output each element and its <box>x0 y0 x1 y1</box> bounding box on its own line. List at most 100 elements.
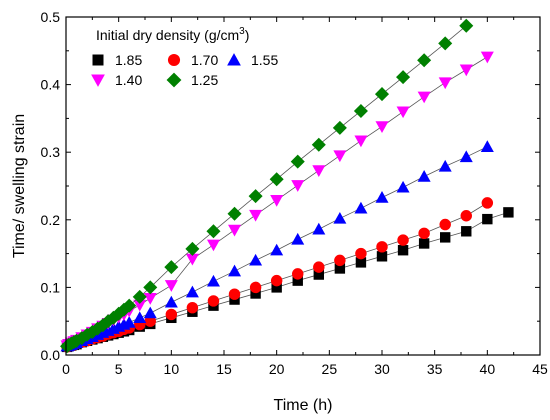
data-point-1.25 <box>353 103 368 118</box>
legend-entry-1.55: 1.55 <box>227 52 278 68</box>
data-point-1.40 <box>333 150 347 163</box>
data-point-1.85 <box>418 238 430 249</box>
y-tick-label: 0.0 <box>41 347 61 363</box>
data-point-1.55 <box>438 159 452 172</box>
data-point-1.25 <box>417 53 432 68</box>
data-point-1.40 <box>396 106 410 119</box>
legend-title-end: ) <box>245 27 250 43</box>
data-point-1.70 <box>481 197 494 209</box>
y-tick-label: 0.3 <box>41 144 61 160</box>
x-tick-label: 35 <box>427 361 443 377</box>
data-point-1.25 <box>206 224 221 239</box>
data-point-1.70 <box>439 218 451 231</box>
data-point-1.40 <box>270 194 284 207</box>
data-point-1.85 <box>440 232 451 243</box>
data-point-1.40 <box>312 165 326 177</box>
data-point-1.40 <box>459 64 473 77</box>
series-1.25 <box>60 18 474 354</box>
legend-marker-1.40 <box>91 74 105 87</box>
data-point-1.25 <box>459 18 474 33</box>
y-tick-label: 0.4 <box>41 77 61 93</box>
data-point-1.70 <box>334 254 346 267</box>
legend-title-superscript: 3 <box>239 26 245 37</box>
data-point-1.55 <box>291 232 305 245</box>
x-tick-label: 30 <box>374 361 390 377</box>
data-point-1.55 <box>143 306 157 319</box>
data-point-1.85 <box>313 269 324 280</box>
data-point-1.40 <box>164 280 178 292</box>
data-point-1.85 <box>397 245 409 256</box>
x-tick-label: 40 <box>480 361 496 377</box>
data-point-1.70 <box>460 210 472 222</box>
y-tick-label: 0.2 <box>41 212 61 228</box>
legend-entry-1.70: 1.70 <box>167 52 218 68</box>
y-tick-label: 0.5 <box>41 9 61 25</box>
data-point-1.70 <box>207 295 220 307</box>
data-point-1.55 <box>164 295 178 308</box>
data-point-1.25 <box>143 280 158 295</box>
legend: Initial dry density (g/cm3) 1.85 1.70 1.55… <box>91 26 278 88</box>
data-point-1.25 <box>438 36 453 51</box>
data-point-1.40 <box>375 121 389 134</box>
legend-label-1.85: 1.85 <box>115 52 142 68</box>
data-point-1.40 <box>417 91 431 104</box>
data-point-1.55 <box>459 150 473 163</box>
data-point-1.55 <box>375 190 389 203</box>
data-point-1.55 <box>333 211 347 224</box>
y-axis-title: Time/ swelling strain <box>11 114 28 258</box>
data-point-1.25 <box>332 120 347 135</box>
legend-title-main: Initial dry density (g/cm <box>96 27 239 43</box>
data-point-1.85 <box>292 275 303 286</box>
data-point-1.70 <box>355 247 367 260</box>
legend-label-1.40: 1.40 <box>115 72 142 88</box>
data-point-1.85 <box>355 257 367 268</box>
legend-marker-1.85 <box>92 54 104 66</box>
data-point-1.55 <box>228 264 242 277</box>
data-point-1.85 <box>376 251 388 262</box>
data-point-1.40 <box>228 224 242 237</box>
x-tick-label: 25 <box>322 361 338 377</box>
legend-label-1.25: 1.25 <box>191 72 218 88</box>
axis-ticks: 0 5 10 15 20 25 30 35 40 45 0.0 0.1 0.2 0.3 0.4 0.5 <box>41 9 548 377</box>
data-point-1.70 <box>165 308 178 321</box>
data-point-1.25 <box>248 189 263 204</box>
data-point-1.25 <box>132 289 147 304</box>
data-point-1.70 <box>313 261 325 273</box>
legend-marker-1.70 <box>167 53 181 67</box>
data-point-1.70 <box>292 268 304 280</box>
data-point-1.55 <box>312 222 326 235</box>
data-point-1.40 <box>249 209 263 222</box>
data-point-1.40 <box>206 239 220 252</box>
data-point-1.40 <box>438 77 452 90</box>
data-point-1.25 <box>122 298 137 313</box>
x-tick-label: 0 <box>62 361 70 377</box>
data-point-1.55 <box>396 180 410 193</box>
y-tick-label: 0.1 <box>41 279 61 295</box>
data-point-1.25 <box>290 154 305 169</box>
data-point-1.55 <box>354 201 368 214</box>
legend-label-1.55: 1.55 <box>251 52 278 68</box>
data-point-1.85 <box>250 288 261 299</box>
data-point-1.55 <box>249 253 263 266</box>
legend-title: Initial dry density (g/cm3) <box>96 26 249 43</box>
data-point-1.85 <box>461 226 472 237</box>
data-point-1.55 <box>480 140 494 152</box>
data-point-1.40 <box>143 293 157 305</box>
data-point-1.70 <box>144 315 156 327</box>
data-point-1.55 <box>133 311 147 324</box>
data-point-1.70 <box>376 241 388 253</box>
legend-entry-1.40: 1.40 <box>91 72 142 88</box>
data-point-1.70 <box>418 227 430 240</box>
x-tick-label: 5 <box>115 361 123 377</box>
data-point-1.25 <box>227 206 242 221</box>
data-point-1.70 <box>186 301 199 314</box>
data-point-1.25 <box>269 172 284 187</box>
data-point-1.40 <box>133 299 147 312</box>
data-point-1.40 <box>291 180 305 192</box>
data-point-1.70 <box>228 288 241 300</box>
data-point-1.25 <box>185 241 200 256</box>
x-axis-title: Time (h) <box>274 397 333 414</box>
data-point-1.25 <box>374 87 390 102</box>
